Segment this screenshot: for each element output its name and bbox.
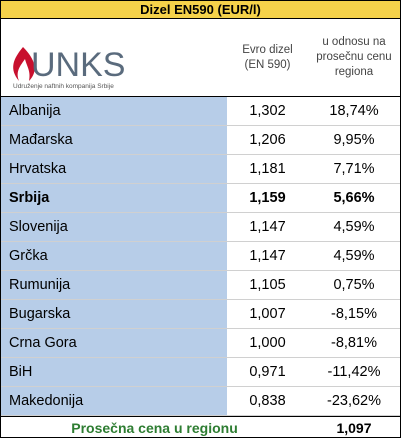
price: 1,147 [249, 248, 286, 264]
header-line: (EN 590) [244, 58, 291, 71]
table-row: Rumunija 1,105 0,75% [1, 271, 400, 300]
column-header: Evro dizel (EN 590) [227, 19, 308, 96]
country: Rumunija [1, 271, 227, 299]
rows: Albanija 1,302 18,74% Mađarska 1,206 9,95% Hrv… [1, 97, 400, 416]
header-line: regiona [334, 66, 374, 78]
logo-subtitle: Udruženje naftnih kompanija Srbije [13, 83, 114, 90]
table-row: Albanija 1,302 18,74% [1, 97, 400, 126]
column-header: u odnosu na prosečnu cenu regiona [308, 19, 400, 96]
country: BiH [1, 358, 227, 386]
difference: -11,42% [327, 364, 381, 380]
table-row: Makedonija 0,838 -23,62% [1, 387, 400, 416]
table-row: Bugarska 1,007 -8,15% [1, 300, 400, 329]
country: Hrvatska [1, 155, 227, 183]
country: Slovenija [1, 213, 227, 241]
price: 0,838 [249, 393, 286, 409]
price: 1,302 [249, 103, 286, 119]
footer-value: 1,097 [336, 420, 372, 436]
logo-name: UNKS [31, 46, 125, 84]
table-row: BiH 0,971 -11,42% [1, 358, 400, 387]
table-row: Mađarska 1,206 9,95% [1, 126, 400, 155]
table-row: Crna Gora 1,000 -8,81% [1, 329, 400, 358]
price: 1,007 [249, 306, 286, 322]
difference: -8,15% [331, 306, 377, 322]
header-line: Evro dizel [242, 43, 293, 56]
difference: -23,62% [326, 393, 381, 409]
table-row: Hrvatska 1,181 7,71% [1, 155, 400, 184]
header-line: u odnosu na [322, 36, 386, 48]
difference: 0,75% [333, 277, 375, 293]
country: Mađarska [1, 126, 227, 154]
difference: 7,71% [333, 161, 375, 177]
country: Albanija [1, 97, 227, 125]
header-row: UNKS Udruženje naftnih kompanija Srbije … [1, 19, 400, 97]
table-row: Slovenija 1,147 4,59% [1, 213, 400, 242]
footer-row: Prosečna cena u regionu 1,097 [1, 416, 400, 439]
logo-flame [13, 47, 35, 81]
logo-graphic: UNKS Udruženje naftnih kompanija Srbije [13, 46, 125, 90]
table-row: Srbija 1,159 5,66% [1, 184, 400, 213]
logo: UNKS Udruženje naftnih kompanija Srbije [1, 19, 227, 96]
difference: 4,59% [333, 248, 375, 264]
footer-label: Prosečna cena u regionu [71, 420, 238, 436]
table-row: Grčka 1,147 4,59% [1, 242, 400, 271]
difference: 4,59% [333, 219, 375, 235]
price: 1,206 [249, 132, 286, 148]
country: Crna Gora [1, 329, 227, 357]
country: Srbija [1, 184, 227, 212]
country: Makedonija [1, 387, 227, 415]
difference: 9,95% [333, 132, 375, 148]
header-line: prosečnu cenu [316, 51, 392, 63]
difference: 18,74% [329, 103, 379, 119]
price: 1,000 [249, 335, 286, 351]
table-title: Dizel EN590 (EUR/l) [1, 1, 400, 19]
country: Bugarska [1, 300, 227, 328]
price: 1,105 [249, 277, 286, 293]
price: 0,971 [249, 364, 286, 380]
price: 1,181 [249, 161, 286, 177]
difference: -8,81% [331, 335, 377, 351]
price: 1,147 [249, 219, 286, 235]
country: Grčka [1, 242, 227, 270]
difference: 5,66% [333, 190, 375, 206]
price: 1,159 [249, 190, 286, 206]
